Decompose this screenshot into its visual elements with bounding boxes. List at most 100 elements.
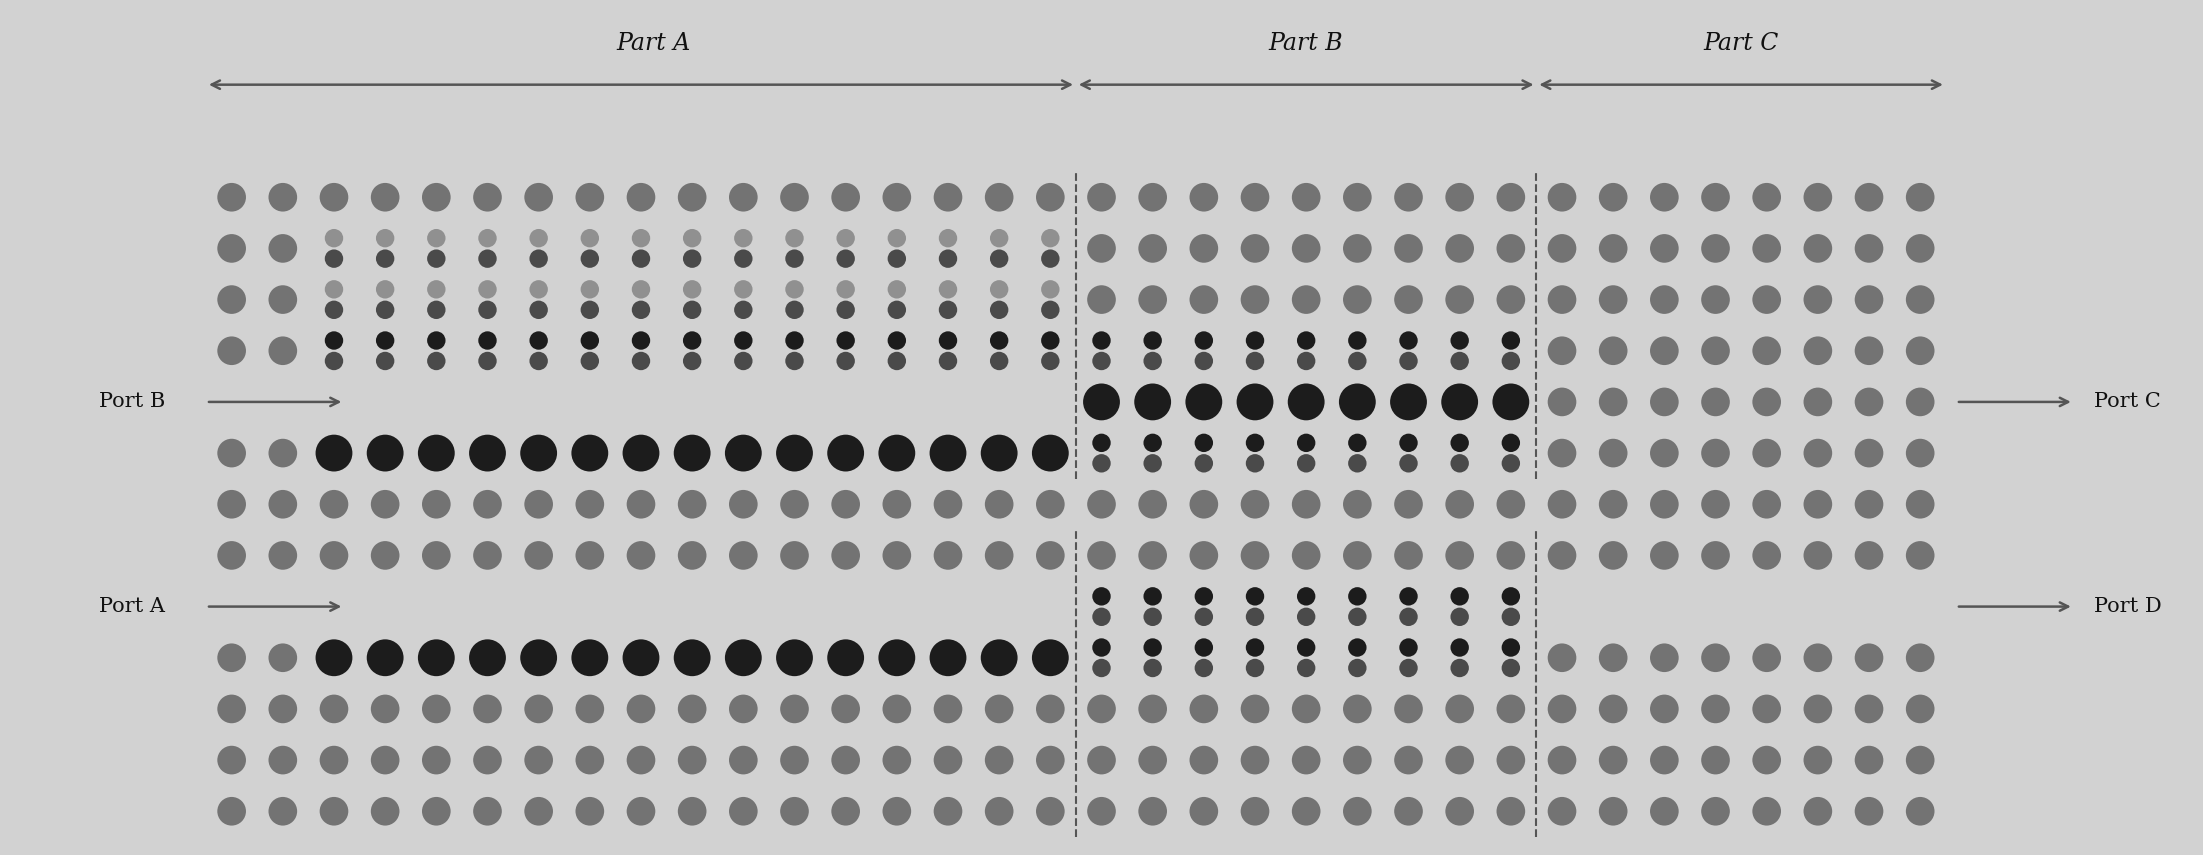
Circle shape: [679, 490, 707, 519]
Circle shape: [632, 280, 650, 298]
Circle shape: [1450, 608, 1469, 626]
Circle shape: [734, 331, 753, 350]
Circle shape: [370, 183, 399, 211]
Circle shape: [1399, 433, 1419, 452]
Circle shape: [1399, 587, 1419, 605]
Circle shape: [1906, 490, 1934, 519]
Circle shape: [1298, 433, 1315, 452]
Circle shape: [324, 229, 344, 247]
Circle shape: [1298, 454, 1315, 473]
Circle shape: [1496, 234, 1524, 262]
Circle shape: [1549, 644, 1577, 672]
Circle shape: [775, 640, 813, 676]
Circle shape: [1086, 490, 1117, 519]
Circle shape: [324, 301, 344, 319]
Circle shape: [218, 439, 247, 468]
Circle shape: [1650, 183, 1679, 211]
Circle shape: [582, 351, 599, 370]
Circle shape: [729, 694, 758, 723]
Circle shape: [1344, 286, 1372, 314]
Circle shape: [1143, 351, 1161, 370]
Circle shape: [1855, 541, 1884, 569]
Circle shape: [319, 694, 348, 723]
Circle shape: [529, 250, 549, 268]
Circle shape: [319, 183, 348, 211]
Circle shape: [319, 490, 348, 519]
Circle shape: [218, 183, 247, 211]
Circle shape: [377, 301, 394, 319]
Circle shape: [1599, 541, 1628, 569]
Text: Port B: Port B: [99, 392, 165, 411]
Circle shape: [1139, 797, 1168, 826]
Circle shape: [1291, 183, 1320, 211]
Circle shape: [831, 694, 859, 723]
Circle shape: [1751, 541, 1780, 569]
Circle shape: [1298, 351, 1315, 370]
Circle shape: [474, 746, 502, 775]
Circle shape: [315, 434, 352, 471]
Circle shape: [888, 351, 905, 370]
Circle shape: [1086, 286, 1117, 314]
Circle shape: [269, 746, 297, 775]
Circle shape: [1035, 694, 1064, 723]
Circle shape: [1804, 644, 1833, 672]
Circle shape: [370, 746, 399, 775]
Circle shape: [423, 490, 452, 519]
Circle shape: [319, 746, 348, 775]
Circle shape: [269, 439, 297, 468]
Circle shape: [729, 541, 758, 569]
Circle shape: [985, 490, 1013, 519]
Circle shape: [1339, 384, 1375, 421]
Circle shape: [775, 434, 813, 471]
Circle shape: [1240, 286, 1269, 314]
Circle shape: [1549, 286, 1577, 314]
Circle shape: [1143, 639, 1161, 657]
Circle shape: [324, 331, 344, 350]
Circle shape: [478, 301, 496, 319]
Circle shape: [474, 183, 502, 211]
Circle shape: [1855, 490, 1884, 519]
Circle shape: [524, 797, 553, 826]
Circle shape: [1139, 234, 1168, 262]
Circle shape: [1906, 694, 1934, 723]
Circle shape: [1291, 234, 1320, 262]
Circle shape: [1394, 234, 1423, 262]
Circle shape: [1502, 433, 1520, 452]
Circle shape: [985, 797, 1013, 826]
Circle shape: [423, 541, 452, 569]
Circle shape: [729, 797, 758, 826]
Circle shape: [1906, 439, 1934, 468]
Circle shape: [1245, 331, 1265, 350]
Circle shape: [734, 301, 753, 319]
Circle shape: [1701, 387, 1729, 416]
Circle shape: [837, 331, 855, 350]
Circle shape: [1855, 694, 1884, 723]
Circle shape: [938, 229, 958, 247]
Circle shape: [1751, 183, 1780, 211]
Circle shape: [729, 490, 758, 519]
Circle shape: [1599, 439, 1628, 468]
Circle shape: [784, 331, 804, 350]
Circle shape: [1344, 746, 1372, 775]
Circle shape: [269, 541, 297, 569]
Circle shape: [269, 644, 297, 672]
Circle shape: [1093, 351, 1110, 370]
Circle shape: [888, 331, 905, 350]
Circle shape: [1139, 490, 1168, 519]
Circle shape: [575, 541, 604, 569]
Circle shape: [883, 694, 912, 723]
Circle shape: [1549, 387, 1577, 416]
Circle shape: [1650, 439, 1679, 468]
Circle shape: [1751, 234, 1780, 262]
Circle shape: [1084, 384, 1119, 421]
Circle shape: [324, 280, 344, 298]
Circle shape: [883, 746, 912, 775]
Circle shape: [1751, 387, 1780, 416]
Circle shape: [888, 280, 905, 298]
Circle shape: [626, 541, 654, 569]
Circle shape: [478, 331, 496, 350]
Circle shape: [1855, 234, 1884, 262]
Circle shape: [679, 694, 707, 723]
Circle shape: [1194, 639, 1214, 657]
Circle shape: [1194, 433, 1214, 452]
